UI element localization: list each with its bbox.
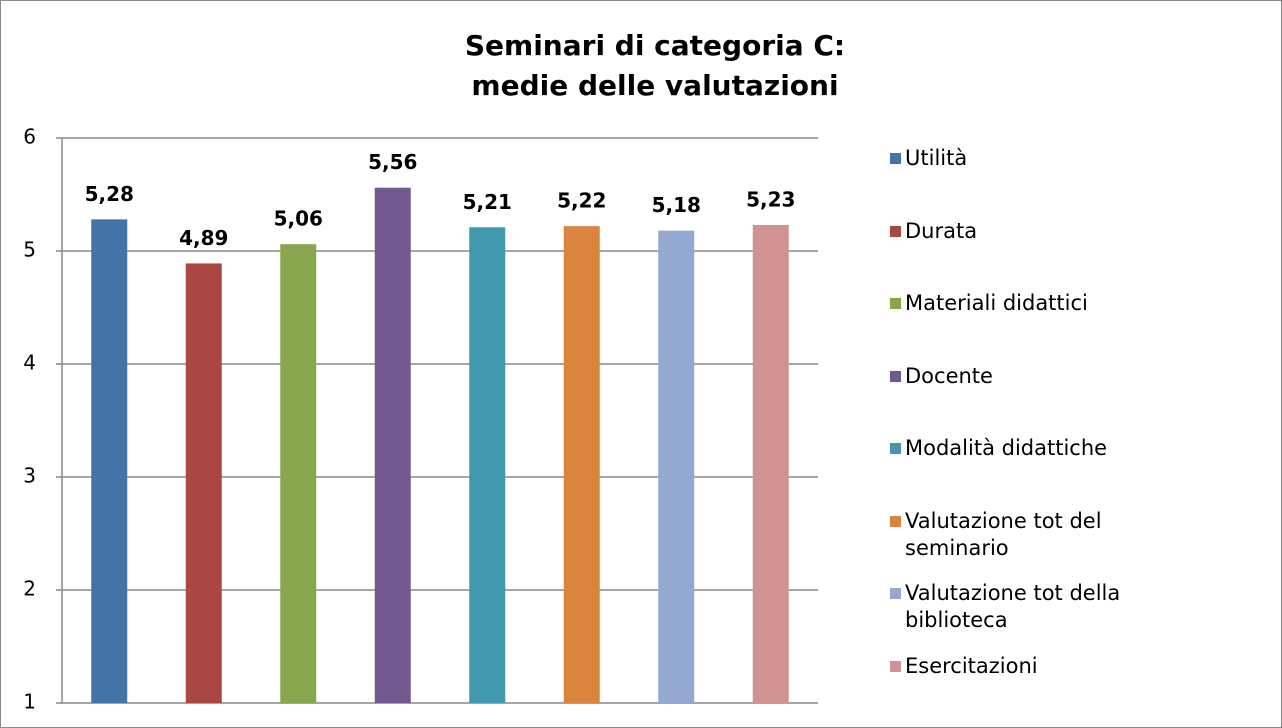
legend-swatch <box>890 660 901 672</box>
legend-item: Valutazione tot della biblioteca <box>890 580 1190 634</box>
legend-swatch <box>890 443 901 454</box>
y-tick-label: 3 <box>23 464 36 488</box>
data-label: 5,18 <box>652 193 701 217</box>
data-label: 5,06 <box>274 207 323 231</box>
bar <box>280 244 317 703</box>
legend-swatch <box>890 515 901 527</box>
bar <box>469 227 506 703</box>
legend-label: Durata <box>905 218 978 243</box>
legend-label: Docente <box>905 363 993 388</box>
legend-item: Docente <box>890 363 1190 390</box>
legend-swatch <box>890 153 901 164</box>
legend-item: Utilità <box>890 145 1190 172</box>
chart-title: Seminari di categoria C: <box>465 29 845 62</box>
legend-swatch <box>890 225 901 237</box>
bar <box>91 219 128 704</box>
legend-swatch <box>890 298 901 309</box>
y-tick-label: 6 <box>23 125 36 149</box>
legend-item: Durata <box>890 218 1190 245</box>
legend-swatch <box>890 588 901 599</box>
legend-label: Esercitazioni <box>905 653 1038 678</box>
legend-label: Modalità didattiche <box>905 436 1108 460</box>
legend-label: Valutazione tot del seminario <box>905 508 1102 560</box>
legend-swatch <box>890 370 901 382</box>
legend-item: Valutazione tot del seminario <box>890 508 1190 562</box>
legend-item: Esercitazioni <box>890 653 1190 680</box>
bar <box>752 225 789 703</box>
data-label: 5,22 <box>557 189 606 213</box>
legend-label: Materiali didattici <box>905 291 1088 315</box>
y-tick-label: 2 <box>23 577 36 601</box>
bar <box>374 187 411 704</box>
y-tick-label: 5 <box>23 238 36 262</box>
bar <box>563 226 600 703</box>
data-label: 4,89 <box>179 226 228 250</box>
chart-title: medie delle valutazioni <box>471 69 838 102</box>
y-tick-label: 1 <box>23 690 36 714</box>
data-label: 5,28 <box>85 182 134 206</box>
data-label: 5,56 <box>368 150 417 174</box>
y-tick-label: 4 <box>23 351 36 375</box>
legend-label: Utilità <box>905 146 968 170</box>
legend-item: Materiali didattici <box>890 290 1190 317</box>
data-label: 5,21 <box>463 190 512 214</box>
bar <box>185 263 222 703</box>
legend-label: Valutazione tot della biblioteca <box>905 581 1121 632</box>
data-label: 5,23 <box>746 188 795 212</box>
legend-item: Modalità didattiche <box>890 435 1190 462</box>
bar <box>658 230 695 703</box>
